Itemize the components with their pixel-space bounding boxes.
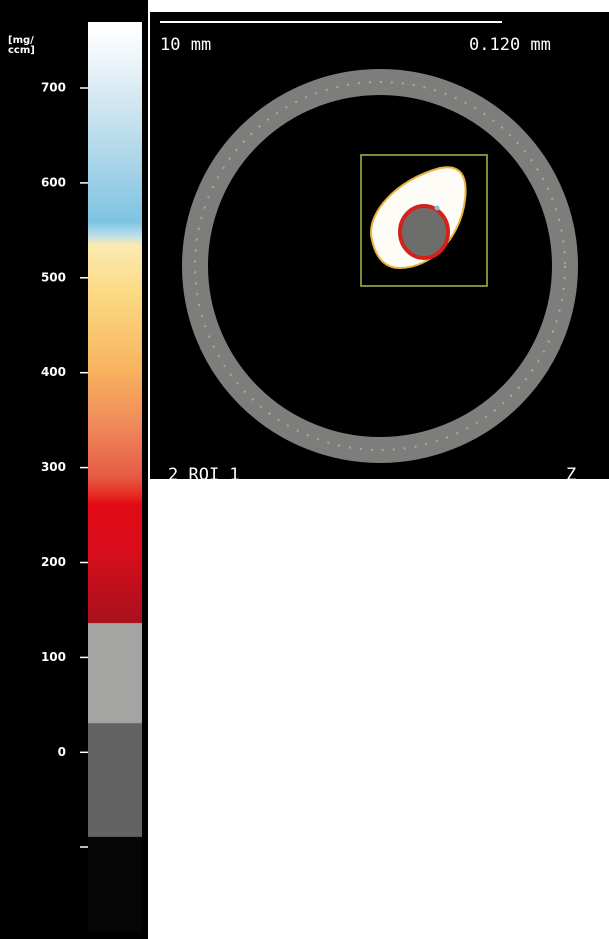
tick-label: 500 <box>41 270 66 284</box>
screenshot: [mg/ ccm] 7006005004003002001000 10 mm 0… <box>0 0 609 939</box>
spot <box>435 206 440 211</box>
page: [mg/ ccm] 7006005004003002001000 10 mm 0… <box>0 0 609 939</box>
roi-label: 2 ROI 1 <box>168 465 240 485</box>
tick-label: 200 <box>41 555 66 569</box>
tick-label: 700 <box>41 81 66 95</box>
tick-label: 0 <box>58 745 66 759</box>
marrow <box>400 206 448 258</box>
tick-label: 400 <box>41 365 66 379</box>
scale-label: 10 mm <box>160 35 211 55</box>
axis-label: Z <box>566 465 576 485</box>
tick-label: 300 <box>41 460 66 474</box>
tick-label: 600 <box>41 175 66 189</box>
unit-label: ccm] <box>8 45 35 56</box>
tick-label: 100 <box>41 650 66 664</box>
pixel-size: 0.120 mm <box>469 35 551 55</box>
colorbar <box>88 22 142 932</box>
